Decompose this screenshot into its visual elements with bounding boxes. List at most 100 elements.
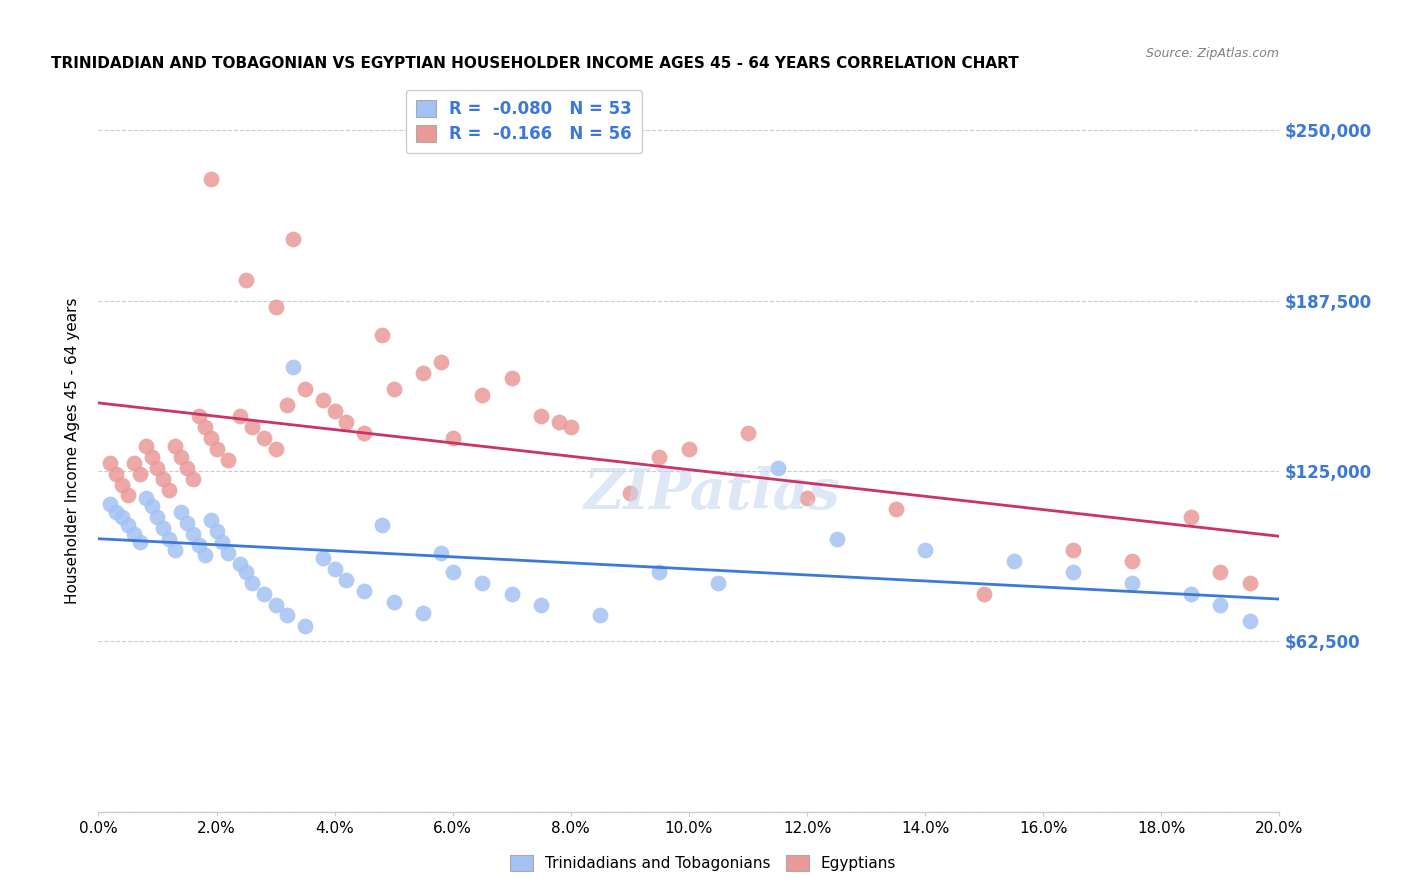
Point <box>122 456 145 470</box>
Point <box>548 415 571 429</box>
Point <box>176 516 198 530</box>
Point <box>323 404 346 418</box>
Point <box>648 450 671 465</box>
Point <box>796 491 818 505</box>
Point <box>323 562 346 576</box>
Point <box>276 399 298 413</box>
Point <box>589 608 612 623</box>
Point <box>117 518 139 533</box>
Point <box>194 420 217 434</box>
Point <box>371 518 394 533</box>
Point <box>1180 510 1202 524</box>
Point <box>264 301 287 315</box>
Point <box>187 409 209 424</box>
Point <box>501 371 523 385</box>
Point <box>412 606 434 620</box>
Text: ZIPatlas: ZIPatlas <box>583 467 841 521</box>
Point <box>312 551 335 566</box>
Point <box>240 420 263 434</box>
Point <box>276 608 298 623</box>
Point <box>253 586 276 600</box>
Point <box>157 532 180 546</box>
Point <box>170 450 193 465</box>
Point <box>353 583 375 598</box>
Point <box>766 461 789 475</box>
Text: TRINIDADIAN AND TOBAGONIAN VS EGYPTIAN HOUSEHOLDER INCOME AGES 45 - 64 YEARS COR: TRINIDADIAN AND TOBAGONIAN VS EGYPTIAN H… <box>51 56 1019 71</box>
Point <box>152 521 174 535</box>
Point <box>181 526 204 541</box>
Point <box>128 534 150 549</box>
Point <box>335 415 357 429</box>
Point <box>884 502 907 516</box>
Point <box>200 172 222 186</box>
Point <box>111 477 134 491</box>
Point <box>471 387 494 401</box>
Point <box>382 595 405 609</box>
Point <box>294 619 316 633</box>
Point <box>135 439 157 453</box>
Point <box>1062 543 1084 558</box>
Point <box>229 409 252 424</box>
Point <box>146 510 169 524</box>
Point <box>283 232 305 246</box>
Point <box>205 442 228 456</box>
Y-axis label: Householder Income Ages 45 - 64 years: Householder Income Ages 45 - 64 years <box>65 297 80 604</box>
Point <box>157 483 180 497</box>
Point <box>211 534 233 549</box>
Point <box>430 546 453 560</box>
Point <box>141 500 163 514</box>
Point <box>1239 575 1261 590</box>
Point <box>187 537 209 551</box>
Point <box>264 442 287 456</box>
Point <box>335 573 357 587</box>
Point <box>382 382 405 396</box>
Point <box>1002 554 1025 568</box>
Point <box>560 420 582 434</box>
Point <box>1121 554 1143 568</box>
Point <box>200 513 222 527</box>
Point <box>441 565 464 579</box>
Point <box>707 575 730 590</box>
Point <box>619 485 641 500</box>
Point <box>294 382 316 396</box>
Point <box>441 431 464 445</box>
Point <box>1239 614 1261 628</box>
Point <box>141 450 163 465</box>
Point <box>353 425 375 440</box>
Point <box>371 327 394 342</box>
Point <box>1062 565 1084 579</box>
Point <box>181 472 204 486</box>
Point <box>471 575 494 590</box>
Point <box>501 586 523 600</box>
Point <box>165 543 187 558</box>
Point <box>264 598 287 612</box>
Point <box>825 532 848 546</box>
Point <box>240 575 263 590</box>
Point <box>1209 598 1232 612</box>
Point <box>98 497 121 511</box>
Point <box>283 360 305 375</box>
Point <box>412 366 434 380</box>
Point <box>111 510 134 524</box>
Point <box>253 431 276 445</box>
Point <box>235 273 257 287</box>
Point <box>914 543 936 558</box>
Point <box>105 505 128 519</box>
Point <box>1180 586 1202 600</box>
Point <box>194 549 217 563</box>
Point <box>1121 575 1143 590</box>
Point <box>530 598 553 612</box>
Point <box>737 425 759 440</box>
Point <box>312 392 335 407</box>
Point <box>165 439 187 453</box>
Point <box>973 586 995 600</box>
Point <box>1209 565 1232 579</box>
Point <box>430 355 453 369</box>
Point <box>217 453 239 467</box>
Point <box>205 524 228 538</box>
Point <box>152 472 174 486</box>
Point <box>98 456 121 470</box>
Legend: R =  -0.080   N = 53, R =  -0.166   N = 56: R = -0.080 N = 53, R = -0.166 N = 56 <box>405 90 641 153</box>
Point <box>128 467 150 481</box>
Point <box>530 409 553 424</box>
